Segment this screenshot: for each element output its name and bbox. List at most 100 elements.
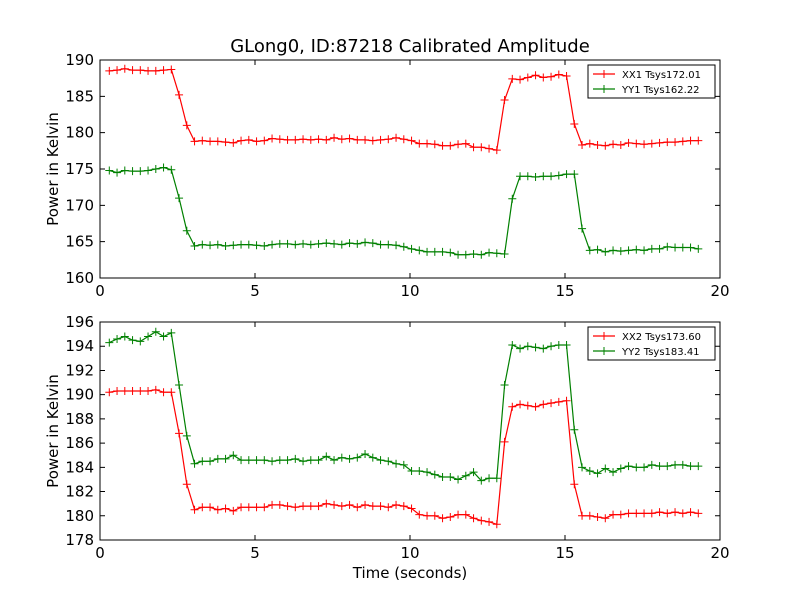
data-point-marker	[655, 244, 664, 253]
legend-label: YY1 Tsys162.22	[621, 85, 700, 96]
data-point-marker	[508, 402, 517, 411]
data-point-marker	[252, 503, 261, 512]
data-point-marker	[531, 71, 540, 80]
data-point-marker	[415, 246, 424, 255]
data-point-marker	[655, 462, 664, 471]
x-tick-label: 5	[250, 544, 260, 562]
data-point-marker	[539, 400, 548, 409]
data-point-marker	[322, 499, 331, 508]
data-point-marker	[609, 468, 618, 477]
legend-label: XX2 Tsys173.60	[622, 332, 701, 343]
data-point-marker	[469, 468, 478, 477]
data-point-marker	[531, 402, 540, 411]
data-point-marker	[229, 451, 238, 460]
data-point-marker	[609, 140, 618, 149]
data-point-marker	[345, 134, 354, 143]
data-point-marker	[686, 508, 695, 517]
data-point-marker	[585, 466, 594, 475]
data-point-marker	[655, 508, 664, 517]
data-point-marker	[601, 141, 610, 150]
data-point-marker	[469, 250, 478, 259]
data-point-marker	[477, 516, 486, 525]
data-point-marker	[151, 327, 160, 336]
data-point-marker	[361, 135, 370, 144]
data-point-marker	[182, 226, 191, 235]
data-point-marker	[647, 139, 656, 148]
data-point-marker	[244, 240, 253, 249]
legend-marker-swatch	[600, 347, 608, 355]
data-point-marker	[159, 163, 168, 172]
y-axis-label: Power in Kelvin	[44, 374, 62, 488]
data-point-marker	[314, 456, 323, 465]
data-point-marker	[113, 66, 122, 75]
data-point-marker	[221, 242, 230, 251]
data-point-marker	[446, 512, 455, 521]
data-point-marker	[136, 66, 145, 75]
data-point-marker	[407, 466, 416, 475]
data-point-marker	[539, 172, 548, 181]
data-point-marker	[469, 514, 478, 523]
y-tick-label: 165	[65, 233, 94, 251]
data-point-marker	[198, 136, 207, 145]
y-tick-label: 184	[65, 458, 94, 476]
data-point-marker	[671, 508, 680, 517]
data-point-marker	[477, 250, 486, 259]
data-point-marker	[198, 240, 207, 249]
y-tick-label: 160	[65, 269, 94, 287]
data-point-marker	[632, 509, 641, 518]
data-point-marker	[190, 242, 199, 251]
data-point-marker	[330, 500, 339, 509]
data-point-marker	[221, 504, 230, 513]
data-point-marker	[299, 457, 308, 466]
data-point-marker	[291, 454, 300, 463]
data-point-marker	[446, 248, 455, 257]
data-point-marker	[275, 239, 284, 248]
data-point-marker	[516, 400, 525, 409]
data-point-marker	[190, 137, 199, 146]
data-point-marker	[361, 500, 370, 509]
data-point-marker	[190, 505, 199, 514]
data-point-marker	[407, 244, 416, 253]
data-point-marker	[330, 239, 339, 248]
data-point-marker	[423, 511, 432, 520]
data-point-marker	[399, 460, 408, 469]
legend-marker-swatch	[600, 85, 608, 93]
x-axis-label: Time (seconds)	[352, 564, 468, 582]
data-point-marker	[384, 457, 393, 466]
y-tick-label: 196	[65, 313, 94, 331]
data-point-marker	[252, 137, 261, 146]
y-tick-label: 180	[65, 124, 94, 142]
data-point-marker	[113, 334, 122, 343]
data-point-marker	[616, 247, 625, 256]
data-point-marker	[508, 341, 517, 350]
data-point-marker	[175, 380, 184, 389]
legend-box	[587, 326, 716, 361]
data-point-marker	[376, 456, 385, 465]
data-point-marker	[601, 464, 610, 473]
y-tick-label: 182	[65, 483, 94, 501]
data-point-marker	[399, 135, 408, 144]
data-point-marker	[554, 397, 563, 406]
data-point-marker	[601, 247, 610, 256]
data-point-marker	[384, 135, 393, 144]
data-point-marker	[438, 247, 447, 256]
data-point-marker	[392, 459, 401, 468]
x-tick-label: 10	[400, 544, 419, 562]
data-point-marker	[562, 396, 571, 405]
data-point-marker	[508, 74, 517, 83]
data-point-marker	[415, 139, 424, 148]
data-point-marker	[206, 241, 215, 250]
data-point-marker	[159, 66, 168, 75]
data-point-marker	[260, 456, 269, 465]
data-point-marker	[182, 431, 191, 440]
data-point-marker	[492, 474, 501, 483]
data-point-marker	[454, 140, 463, 149]
data-point-marker	[314, 135, 323, 144]
data-point-marker	[167, 388, 176, 397]
data-point-marker	[376, 135, 385, 144]
data-point-marker	[322, 452, 331, 461]
data-point-marker	[438, 141, 447, 150]
data-point-marker	[384, 503, 393, 512]
data-point-marker	[268, 500, 277, 509]
